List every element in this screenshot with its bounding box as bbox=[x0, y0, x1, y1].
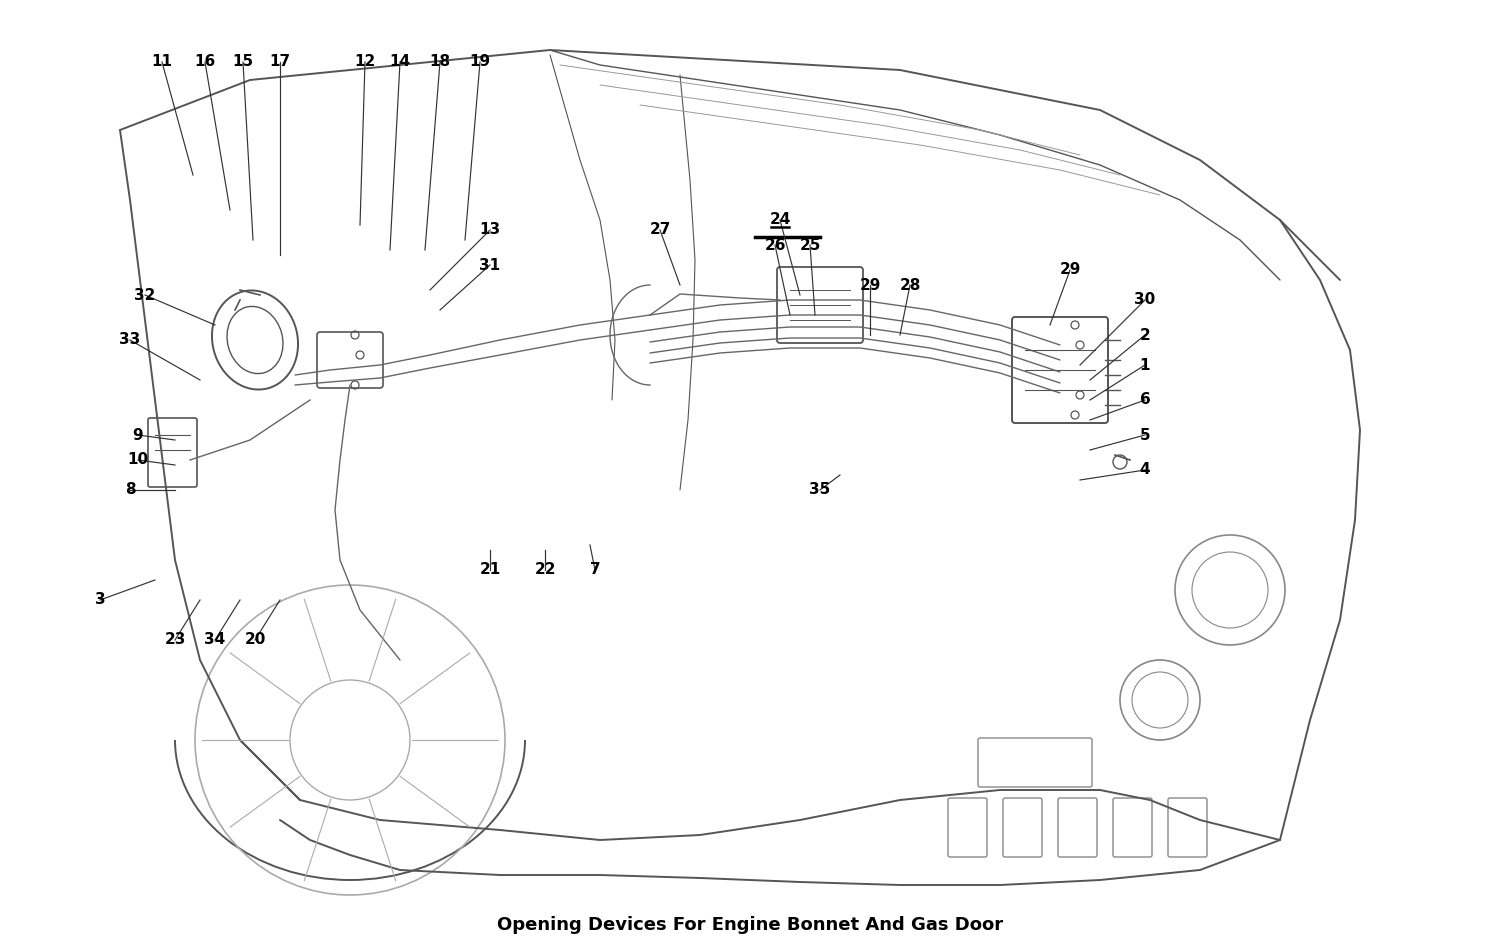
Text: 33: 33 bbox=[120, 332, 141, 348]
Text: 10: 10 bbox=[128, 452, 148, 467]
Text: 12: 12 bbox=[354, 54, 375, 69]
Text: 6: 6 bbox=[1140, 392, 1150, 408]
Text: 4: 4 bbox=[1140, 463, 1150, 478]
Text: 27: 27 bbox=[650, 222, 670, 238]
Text: 20: 20 bbox=[244, 633, 266, 648]
Text: 31: 31 bbox=[480, 257, 501, 273]
Text: 7: 7 bbox=[590, 562, 600, 578]
Text: 18: 18 bbox=[429, 54, 450, 69]
Text: 34: 34 bbox=[204, 633, 225, 648]
Text: 25: 25 bbox=[800, 238, 820, 253]
Text: 1: 1 bbox=[1140, 357, 1150, 372]
Text: 5: 5 bbox=[1140, 428, 1150, 443]
Text: 24: 24 bbox=[770, 213, 790, 227]
Text: 22: 22 bbox=[534, 562, 555, 578]
Text: 11: 11 bbox=[152, 54, 172, 69]
Text: 13: 13 bbox=[480, 222, 501, 238]
Text: 29: 29 bbox=[859, 277, 880, 293]
Text: 16: 16 bbox=[195, 54, 216, 69]
Text: 17: 17 bbox=[270, 54, 291, 69]
Text: 3: 3 bbox=[94, 593, 105, 607]
Text: 35: 35 bbox=[810, 483, 831, 498]
Text: 15: 15 bbox=[232, 54, 254, 69]
Text: 26: 26 bbox=[764, 238, 786, 253]
Text: 2: 2 bbox=[1140, 328, 1150, 343]
Text: 32: 32 bbox=[135, 288, 156, 302]
Text: 14: 14 bbox=[390, 54, 411, 69]
Text: Opening Devices For Engine Bonnet And Gas Door: Opening Devices For Engine Bonnet And Ga… bbox=[496, 916, 1004, 934]
Text: 21: 21 bbox=[480, 562, 501, 578]
Text: 9: 9 bbox=[132, 428, 144, 443]
Text: 8: 8 bbox=[124, 483, 135, 498]
Text: 30: 30 bbox=[1134, 293, 1155, 308]
Text: 28: 28 bbox=[900, 277, 921, 293]
Text: 23: 23 bbox=[165, 633, 186, 648]
Text: 19: 19 bbox=[470, 54, 490, 69]
Text: 29: 29 bbox=[1059, 262, 1080, 277]
